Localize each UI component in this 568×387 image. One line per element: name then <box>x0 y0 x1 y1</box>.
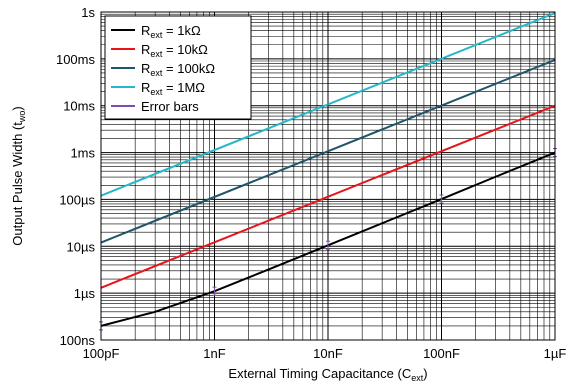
y-axis-label: Output Pulse Width (two) <box>10 106 27 245</box>
y-tick-label: 100ms <box>56 52 96 67</box>
x-tick-label: 1µF <box>544 346 567 361</box>
x-tick-label: 100pF <box>83 346 120 361</box>
x-tick-label: 100nF <box>423 346 460 361</box>
x-tick-label: 10nF <box>313 346 343 361</box>
legend-label-0: Rext = 1kΩ <box>141 23 201 40</box>
y-tick-label: 10µs <box>67 239 96 254</box>
grid <box>100 12 555 341</box>
y-tick-label: 100µs <box>59 192 95 207</box>
y-tick-label: 1µs <box>74 286 96 301</box>
x-tick-label: 1nF <box>203 346 225 361</box>
y-tick-label: 10ms <box>63 99 95 114</box>
series-lines <box>100 12 556 327</box>
legend-label-2: Rext = 100kΩ <box>141 61 215 78</box>
series-line-1 <box>100 104 556 289</box>
series-line-3 <box>100 12 556 197</box>
plot-frame <box>100 11 556 341</box>
legend: Rext = 1kΩ Rext = 10kΩ Rext = 100kΩ Rext = … <box>104 15 252 120</box>
series-line-2 <box>100 58 556 244</box>
y-tick-label: 1s <box>81 5 95 20</box>
y-tick-label: 1ms <box>70 146 95 161</box>
legend-label-3: Rext = 1MΩ <box>141 80 205 97</box>
y-tick-labels: 100ns 1µs 10µs 100µs 1ms 10ms 100ms 1s <box>56 5 96 348</box>
legend-label-4: Error bars <box>141 99 199 114</box>
x-axis-label: External Timing Capacitance (Cext) <box>228 366 427 383</box>
x-tick-labels: 100pF 1nF 10nF 100nF 1µF <box>83 346 567 361</box>
y-tick-label: 100ns <box>60 333 96 348</box>
legend-label-1: Rext = 10kΩ <box>141 42 208 59</box>
